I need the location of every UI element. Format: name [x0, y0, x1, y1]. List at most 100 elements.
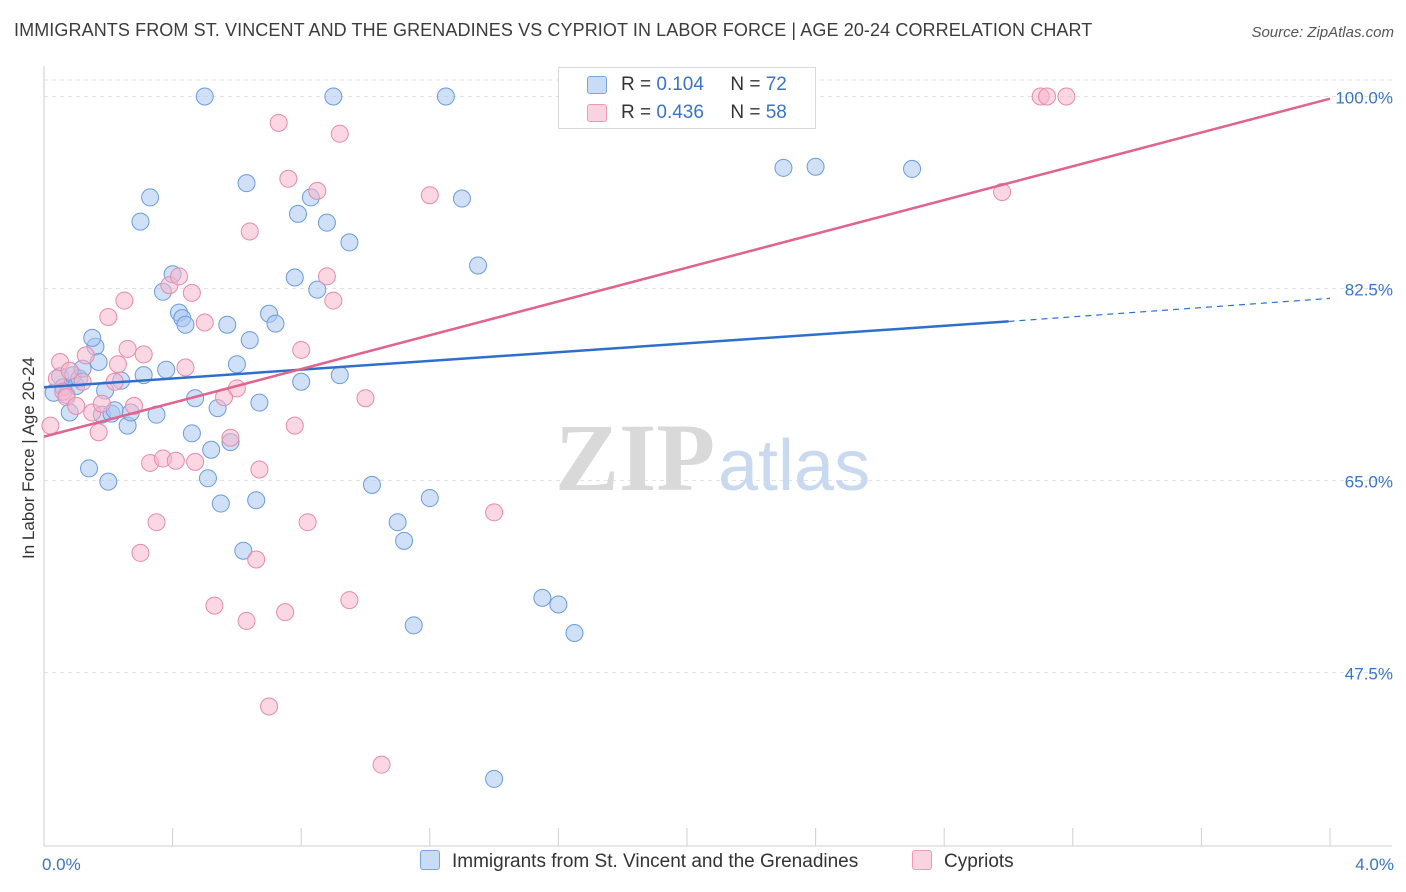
data-point — [125, 396, 144, 415]
watermark: ZIP atlas — [555, 404, 870, 511]
data-point — [131, 543, 150, 562]
data-point — [247, 491, 266, 510]
data-point — [420, 186, 439, 205]
data-point — [279, 169, 298, 188]
data-point — [170, 267, 189, 286]
data-point — [92, 394, 111, 413]
data-point — [308, 280, 327, 299]
data-point — [99, 472, 118, 491]
legend-r-value: 0.436 — [656, 102, 704, 123]
chart-title: IMMIGRANTS FROM ST. VINCENT AND THE GREN… — [14, 20, 1093, 40]
data-point — [372, 755, 391, 774]
data-point — [993, 182, 1012, 201]
data-point — [41, 416, 60, 435]
data-point — [340, 591, 359, 610]
legend-r-label: R = — [621, 102, 652, 123]
data-point — [131, 212, 150, 231]
data-point — [565, 624, 584, 643]
data-point — [250, 460, 269, 479]
data-point — [202, 440, 221, 459]
data-point — [157, 360, 176, 379]
data-point — [356, 389, 375, 408]
data-point — [806, 157, 825, 176]
data-point — [195, 313, 214, 332]
bottom-legend-swatch-blue — [420, 850, 440, 870]
data-point — [1038, 87, 1057, 106]
data-point — [176, 315, 195, 334]
bottom-legend-item-pink: Cypriots — [912, 850, 1014, 873]
data-point — [205, 596, 224, 615]
data-point — [134, 345, 153, 364]
data-point — [176, 358, 195, 377]
data-point — [195, 87, 214, 106]
data-point — [99, 308, 118, 327]
data-point — [247, 550, 266, 569]
legend-n-label: N = — [730, 74, 761, 95]
data-point — [292, 372, 311, 391]
y-tick-label: 47.5% — [1345, 665, 1393, 684]
y-tick-label: 100.0% — [1335, 89, 1393, 108]
legend-swatch-blue — [587, 76, 607, 94]
bottom-legend-swatch-pink — [912, 850, 932, 870]
bottom-legend-label: Immigrants from St. Vincent and the Gren… — [452, 851, 859, 872]
legend-n-value: 58 — [765, 102, 787, 123]
data-point — [198, 469, 217, 488]
chart-source: Source: ZipAtlas.com — [1251, 24, 1394, 41]
data-point — [330, 124, 349, 143]
data-point — [60, 361, 79, 380]
data-point — [485, 503, 504, 522]
data-point — [141, 188, 160, 207]
data-point — [118, 339, 137, 358]
data-point — [237, 174, 256, 193]
data-point — [76, 346, 95, 365]
data-point — [317, 213, 336, 232]
data-point — [237, 611, 256, 630]
data-point — [324, 87, 343, 106]
data-point — [330, 366, 349, 385]
data-point — [227, 355, 246, 374]
gridlines — [44, 79, 1392, 673]
data-point — [250, 393, 269, 412]
data-point — [324, 291, 343, 310]
watermark-zip: ZIP — [555, 404, 715, 511]
data-point — [182, 424, 201, 443]
data-point — [182, 283, 201, 302]
data-point — [340, 233, 359, 252]
data-point — [549, 595, 568, 614]
axes — [43, 66, 1392, 847]
data-point — [67, 396, 86, 415]
data-point — [774, 158, 793, 177]
legend-r-value: 0.104 — [656, 74, 704, 95]
y-tick-label: 82.5% — [1345, 281, 1393, 300]
data-point — [469, 256, 488, 275]
y-axis-label: In Labor Force | Age 20-24 — [19, 357, 38, 559]
data-point — [317, 267, 336, 286]
trendline-pink — [43, 97, 1331, 438]
bottom-legend-item-blue: Immigrants from St. Vincent and the Gren… — [420, 850, 858, 873]
data-point — [452, 189, 471, 208]
tick-labels: 100.0% 82.5% 65.0% 47.5% 0.0% 4.0% — [42, 89, 1394, 875]
data-point — [903, 159, 922, 178]
data-point — [211, 494, 230, 513]
series-layer — [41, 87, 1076, 788]
trendline-blue — [43, 320, 1009, 389]
trendline-extension — [1008, 297, 1331, 323]
data-point — [83, 328, 102, 347]
data-point — [298, 513, 317, 532]
legend-swatch-pink — [587, 104, 607, 122]
data-point — [108, 355, 127, 374]
watermark-atlas: atlas — [718, 426, 870, 506]
data-point — [80, 459, 99, 478]
data-point — [218, 315, 237, 334]
data-point — [73, 372, 92, 391]
series-pink — [41, 87, 1076, 774]
legend-r-label: R = — [621, 74, 652, 95]
y-tick-label: 65.0% — [1345, 473, 1393, 492]
data-point — [388, 513, 407, 532]
data-point — [436, 87, 455, 106]
data-point — [362, 475, 381, 494]
data-point — [260, 697, 279, 716]
data-point — [292, 340, 311, 359]
trendline-layer — [43, 97, 1331, 438]
